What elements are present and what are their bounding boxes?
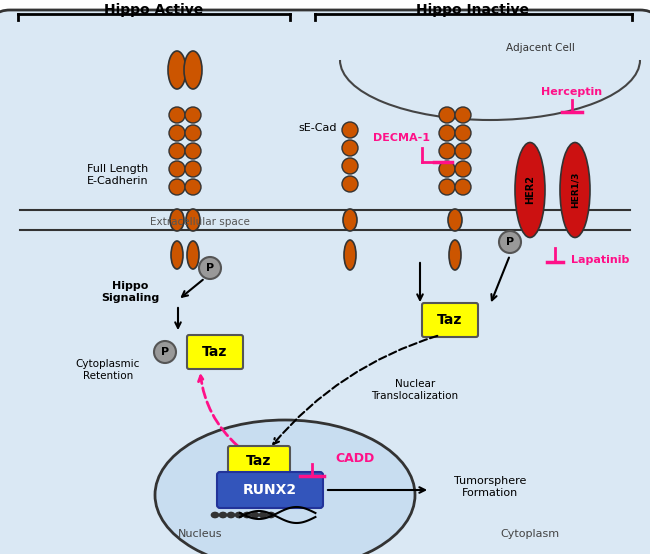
Circle shape — [154, 341, 176, 363]
Circle shape — [439, 107, 455, 123]
Text: P: P — [206, 263, 214, 273]
Circle shape — [185, 107, 201, 123]
Circle shape — [185, 125, 201, 141]
Circle shape — [169, 161, 185, 177]
Circle shape — [342, 140, 358, 156]
Circle shape — [185, 143, 201, 159]
Text: Nucleus: Nucleus — [177, 529, 222, 539]
Circle shape — [169, 179, 185, 195]
Ellipse shape — [252, 512, 259, 517]
Text: Hippo Inactive: Hippo Inactive — [417, 3, 530, 17]
Circle shape — [342, 176, 358, 192]
Text: Cytoplasm: Cytoplasm — [500, 529, 560, 539]
Text: P: P — [506, 237, 514, 247]
FancyBboxPatch shape — [187, 335, 243, 369]
Ellipse shape — [235, 512, 242, 517]
Circle shape — [185, 179, 201, 195]
Text: RUNX2: RUNX2 — [243, 483, 297, 497]
Text: DECMA-1: DECMA-1 — [374, 133, 430, 143]
Ellipse shape — [171, 241, 183, 269]
Circle shape — [169, 143, 185, 159]
Circle shape — [342, 158, 358, 174]
Text: Taz: Taz — [246, 454, 272, 468]
Ellipse shape — [449, 240, 461, 270]
Text: Adjacent Cell: Adjacent Cell — [506, 43, 575, 53]
Ellipse shape — [244, 512, 250, 517]
Ellipse shape — [168, 51, 186, 89]
Ellipse shape — [227, 512, 235, 517]
Ellipse shape — [220, 512, 226, 517]
Circle shape — [455, 143, 471, 159]
Text: Cytoplasmic
Retention: Cytoplasmic Retention — [76, 359, 140, 381]
Text: Lapatinib: Lapatinib — [571, 255, 629, 265]
Circle shape — [499, 231, 521, 253]
Circle shape — [455, 161, 471, 177]
Circle shape — [342, 122, 358, 138]
FancyBboxPatch shape — [422, 303, 478, 337]
Circle shape — [439, 179, 455, 195]
Text: HER2: HER2 — [525, 176, 535, 204]
Circle shape — [455, 179, 471, 195]
Circle shape — [439, 161, 455, 177]
Text: Taz: Taz — [437, 313, 463, 327]
Ellipse shape — [184, 51, 202, 89]
FancyBboxPatch shape — [217, 472, 323, 508]
Ellipse shape — [515, 142, 545, 238]
Text: sE-Cad: sE-Cad — [299, 123, 337, 133]
Circle shape — [455, 107, 471, 123]
Ellipse shape — [268, 512, 274, 517]
Text: Full Length
E-Cadherin: Full Length E-Cadherin — [87, 164, 149, 186]
Ellipse shape — [170, 209, 184, 231]
Circle shape — [169, 107, 185, 123]
Text: Tumorsphere
Formation: Tumorsphere Formation — [454, 476, 526, 498]
Ellipse shape — [187, 241, 199, 269]
Text: Hippo Active: Hippo Active — [105, 3, 203, 17]
Text: P: P — [161, 347, 169, 357]
Ellipse shape — [211, 512, 218, 517]
Circle shape — [439, 143, 455, 159]
Ellipse shape — [560, 142, 590, 238]
Text: Hippo
Signaling: Hippo Signaling — [101, 281, 159, 303]
FancyBboxPatch shape — [228, 446, 290, 476]
Circle shape — [455, 125, 471, 141]
Ellipse shape — [343, 209, 357, 231]
Ellipse shape — [155, 420, 415, 554]
Ellipse shape — [186, 209, 200, 231]
Circle shape — [439, 125, 455, 141]
Circle shape — [199, 257, 221, 279]
Circle shape — [185, 161, 201, 177]
Text: Taz: Taz — [202, 345, 228, 359]
Text: Nuclear
Translocalization: Nuclear Translocalization — [371, 379, 458, 401]
FancyBboxPatch shape — [0, 10, 650, 554]
Ellipse shape — [259, 512, 266, 517]
Ellipse shape — [344, 240, 356, 270]
Ellipse shape — [448, 209, 462, 231]
Text: Extracellular space: Extracellular space — [150, 217, 250, 227]
Text: CADD: CADD — [335, 452, 374, 464]
Text: HER1/3: HER1/3 — [571, 172, 580, 208]
Circle shape — [169, 125, 185, 141]
Text: Herceptin: Herceptin — [541, 87, 603, 97]
